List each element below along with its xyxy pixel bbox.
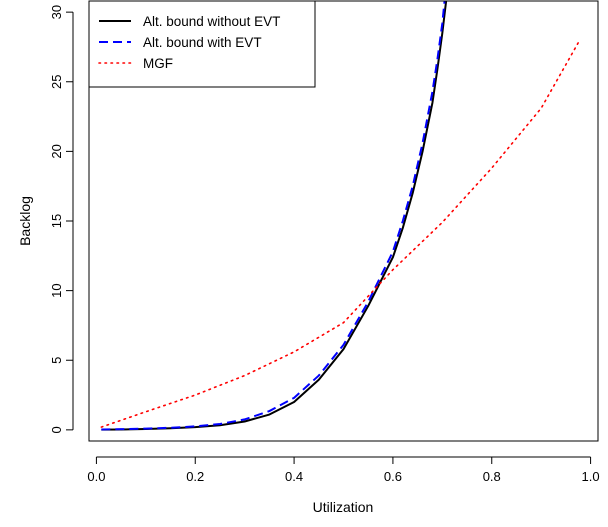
y-axis-label: Backlog <box>17 196 33 246</box>
x-tick-label: 0.2 <box>186 469 204 484</box>
series-line-2 <box>101 1 446 431</box>
y-tick-label: 20 <box>49 144 64 158</box>
legend-label-1: Alt. bound without EVT <box>143 14 280 29</box>
y-tick-label: 30 <box>49 5 64 19</box>
x-tick-label: 0.4 <box>285 469 303 484</box>
y-tick-label: 0 <box>49 426 64 433</box>
x-tick-label: 0.8 <box>483 469 501 484</box>
x-tick-label: 0.6 <box>384 469 402 484</box>
x-axis-label: Utilization <box>313 499 374 515</box>
x-tick-label: 0.0 <box>87 469 105 484</box>
legend-box <box>88 0 316 88</box>
legend-label-3: MGF <box>143 56 173 71</box>
y-tick-label: 15 <box>49 214 64 228</box>
plot-area-frame <box>88 0 599 442</box>
legend-label-2: Alt. bound with EVT <box>143 35 262 50</box>
y-tick-label: 5 <box>49 357 64 364</box>
series-line-3 <box>100 41 580 428</box>
x-tick-label: 1.0 <box>582 469 600 484</box>
y-tick-label: 25 <box>49 75 64 89</box>
y-tick-label: 10 <box>49 283 64 297</box>
